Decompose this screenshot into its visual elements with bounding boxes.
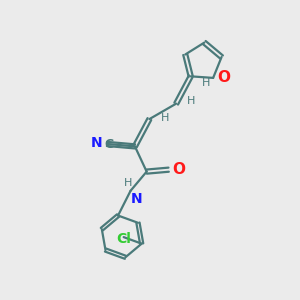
Text: O: O [218,70,231,86]
Text: O: O [172,162,185,177]
Text: Cl: Cl [116,232,131,246]
Text: H: H [124,178,132,188]
Text: N: N [130,192,142,206]
Text: C: C [104,138,113,151]
Text: N: N [91,136,103,150]
Text: H: H [202,78,210,88]
Text: H: H [188,96,196,106]
Text: H: H [160,112,169,123]
